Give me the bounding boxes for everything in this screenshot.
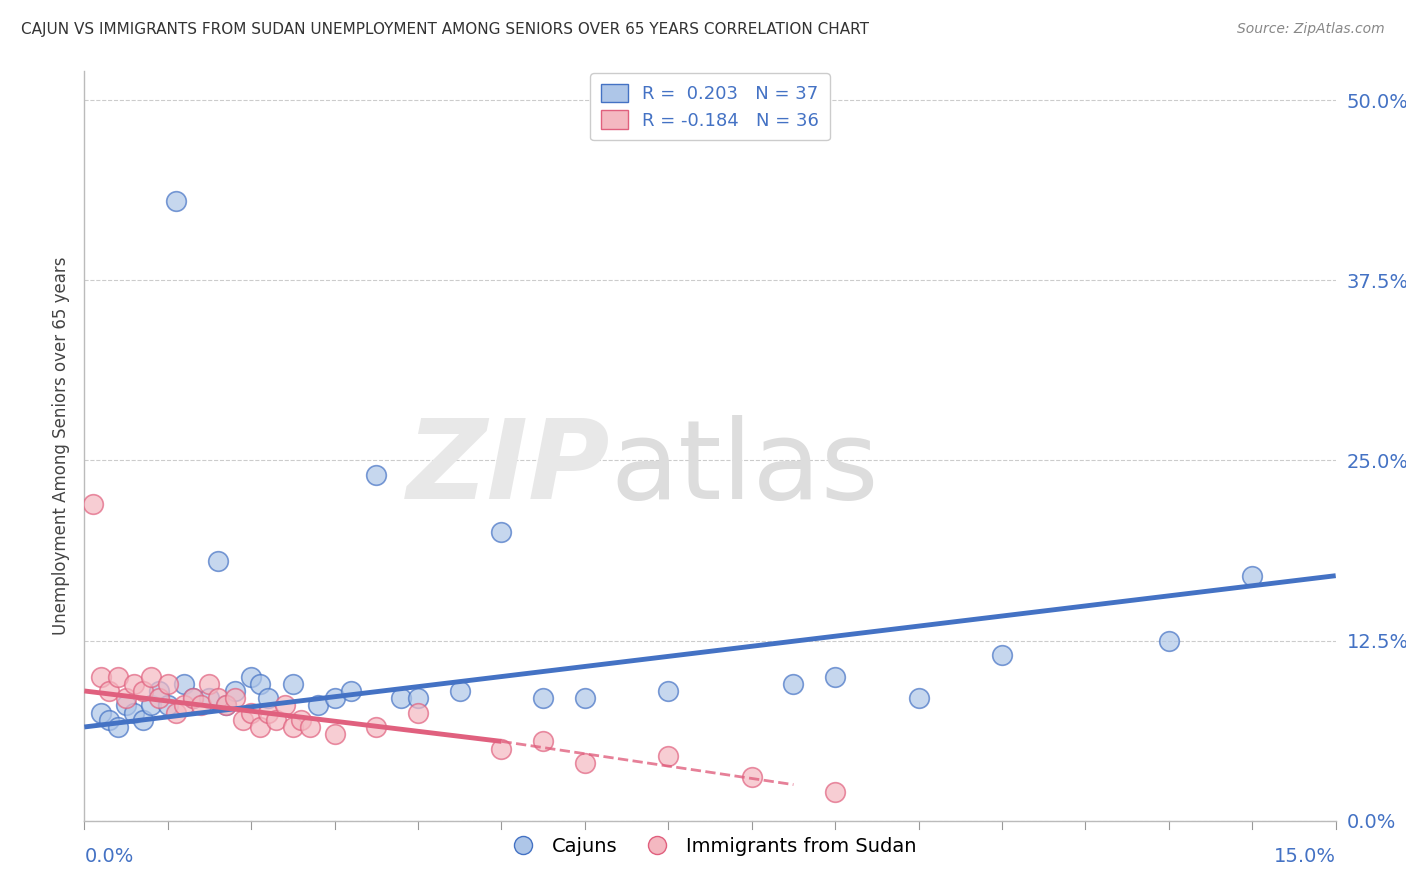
Y-axis label: Unemployment Among Seniors over 65 years: Unemployment Among Seniors over 65 years (52, 257, 70, 635)
Point (323, 691, 346, 706)
Point (249, 677, 271, 691)
Point (90, 669, 112, 683)
Point (298, 720, 321, 734)
Point (991, 648, 1014, 662)
Point (148, 684, 170, 698)
Point (531, 691, 554, 706)
Point (98, 684, 121, 698)
Point (449, 684, 471, 698)
Point (281, 677, 304, 691)
Point (1157, 633, 1180, 648)
Text: 15.0%: 15.0% (1274, 847, 1336, 865)
Point (257, 691, 280, 706)
Point (215, 698, 238, 713)
Point (107, 669, 129, 683)
Point (257, 706, 280, 720)
Point (115, 698, 138, 713)
Point (173, 698, 195, 713)
Point (290, 713, 312, 727)
Point (240, 706, 263, 720)
Point (307, 698, 329, 713)
Point (224, 684, 246, 698)
Point (264, 713, 287, 727)
Point (98, 713, 121, 727)
Point (82, 497, 104, 511)
Point (782, 677, 804, 691)
Point (406, 706, 429, 720)
Point (232, 713, 254, 727)
Text: CAJUN VS IMMIGRANTS FROM SUDAN UNEMPLOYMENT AMONG SENIORS OVER 65 YEARS CORRELAT: CAJUN VS IMMIGRANTS FROM SUDAN UNEMPLOYM… (21, 22, 869, 37)
Point (281, 720, 304, 734)
Point (124, 677, 146, 691)
Point (190, 698, 212, 713)
Point (406, 691, 429, 706)
Point (273, 698, 295, 713)
Point (132, 684, 155, 698)
Point (366, 467, 388, 482)
Text: Source: ZipAtlas.com: Source: ZipAtlas.com (1237, 22, 1385, 37)
Text: 0.0%: 0.0% (84, 847, 134, 865)
Point (224, 691, 246, 706)
Point (165, 194, 187, 208)
Point (139, 698, 162, 713)
Point (124, 706, 146, 720)
Point (165, 706, 187, 720)
Point (90, 706, 112, 720)
Point (156, 698, 179, 713)
Point (824, 785, 846, 799)
Text: atlas: atlas (610, 415, 879, 522)
Point (907, 691, 929, 706)
Point (107, 720, 129, 734)
Text: ZIP: ZIP (406, 415, 610, 522)
Point (340, 684, 363, 698)
Legend: Cajuns, Immigrants from Sudan: Cajuns, Immigrants from Sudan (496, 829, 924, 863)
Point (657, 684, 679, 698)
Point (741, 771, 763, 785)
Point (240, 669, 263, 683)
Point (198, 691, 221, 706)
Point (115, 691, 138, 706)
Point (139, 669, 162, 683)
Point (389, 691, 412, 706)
Point (366, 720, 388, 734)
Point (824, 669, 846, 683)
Point (173, 677, 195, 691)
Point (132, 713, 155, 727)
Point (1241, 568, 1264, 582)
Point (207, 554, 229, 568)
Point (574, 756, 596, 770)
Point (574, 691, 596, 706)
Point (215, 698, 238, 713)
Point (657, 748, 679, 763)
Point (148, 691, 170, 706)
Point (491, 525, 513, 540)
Point (207, 691, 229, 706)
Point (156, 677, 179, 691)
Point (181, 691, 204, 706)
Point (198, 677, 221, 691)
Point (249, 720, 271, 734)
Point (531, 734, 554, 748)
Point (491, 741, 513, 756)
Point (181, 691, 204, 706)
Point (323, 727, 346, 741)
